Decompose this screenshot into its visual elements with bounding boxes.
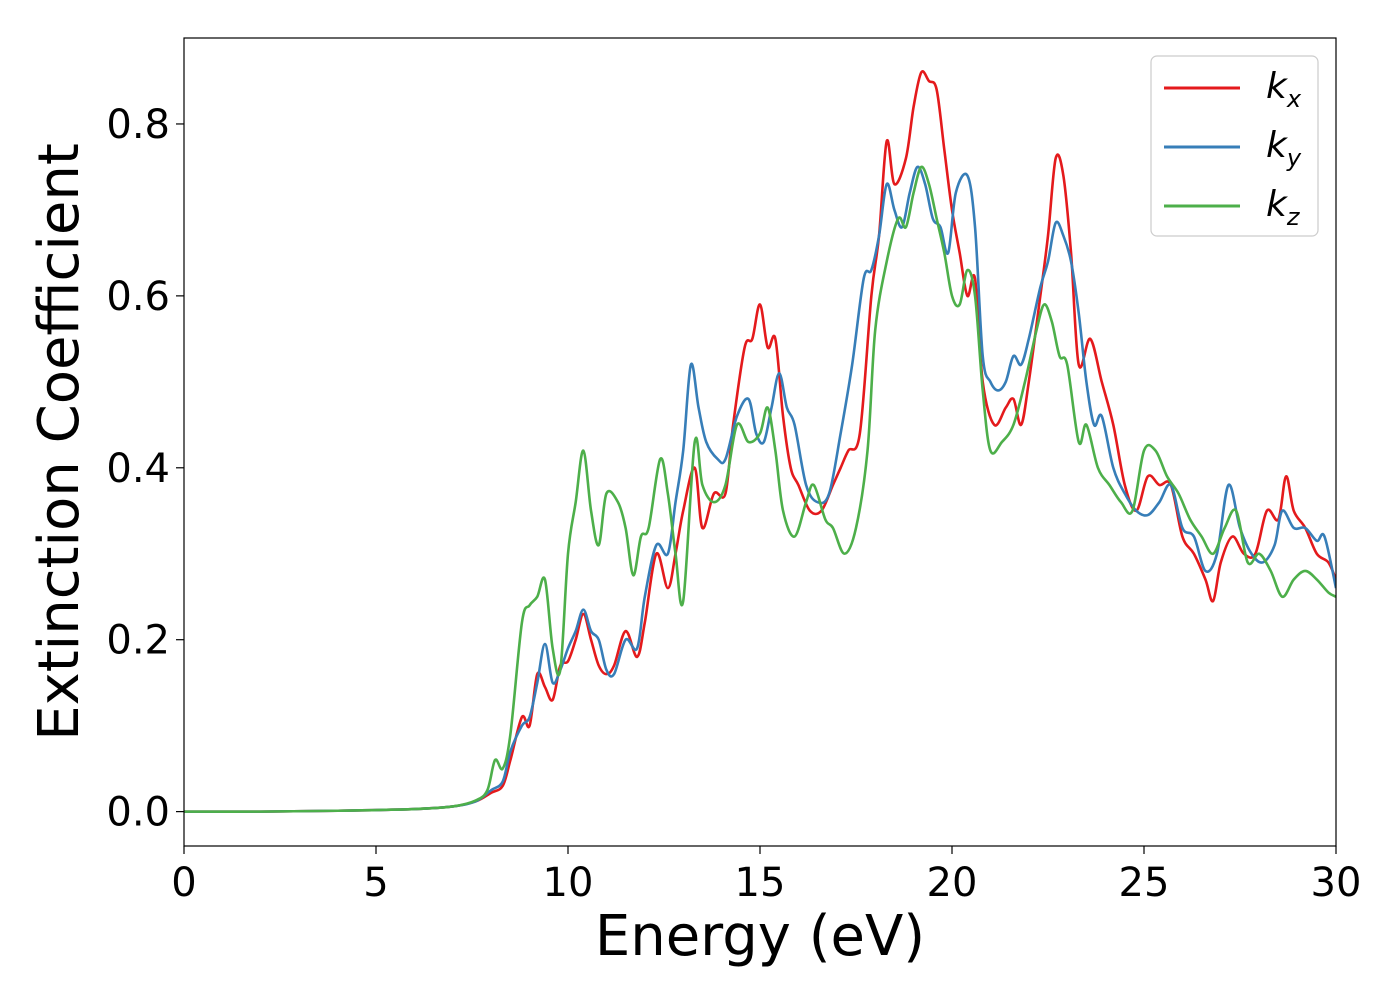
y-axis-title: Extinction Coefficient [27, 143, 92, 741]
series-line-ky [184, 165, 1336, 813]
x-tick-label: 5 [363, 860, 388, 906]
series-line-kx [184, 70, 1336, 813]
y-tick-label: 0.4 [106, 446, 170, 492]
x-tick-label: 0 [171, 860, 196, 906]
y-tick-label: 0.2 [106, 618, 170, 664]
legend-label-ky: ky [1266, 125, 1302, 172]
y-axis: 0.0 0.2 0.4 0.6 0.8 [106, 102, 184, 836]
legend-label-kx: kx [1266, 66, 1302, 113]
legend-label-kz: kz [1266, 184, 1301, 231]
y-tick-label: 0.0 [106, 790, 170, 836]
x-tick-label: 10 [543, 860, 594, 906]
x-tick-label: 25 [1119, 860, 1170, 906]
y-tick-label: 0.6 [106, 274, 170, 320]
series-line-kz [184, 165, 1336, 813]
x-tick-label: 20 [927, 860, 978, 906]
legend: kx ky kz [1150, 55, 1319, 237]
x-axis-title: Energy (eV) [595, 904, 925, 969]
x-axis: 0 5 10 15 20 25 30 [171, 846, 1361, 906]
x-tick-label: 15 [735, 860, 786, 906]
series-layer [184, 70, 1336, 813]
x-tick-label: 30 [1311, 860, 1362, 906]
y-tick-label: 0.8 [106, 102, 170, 148]
